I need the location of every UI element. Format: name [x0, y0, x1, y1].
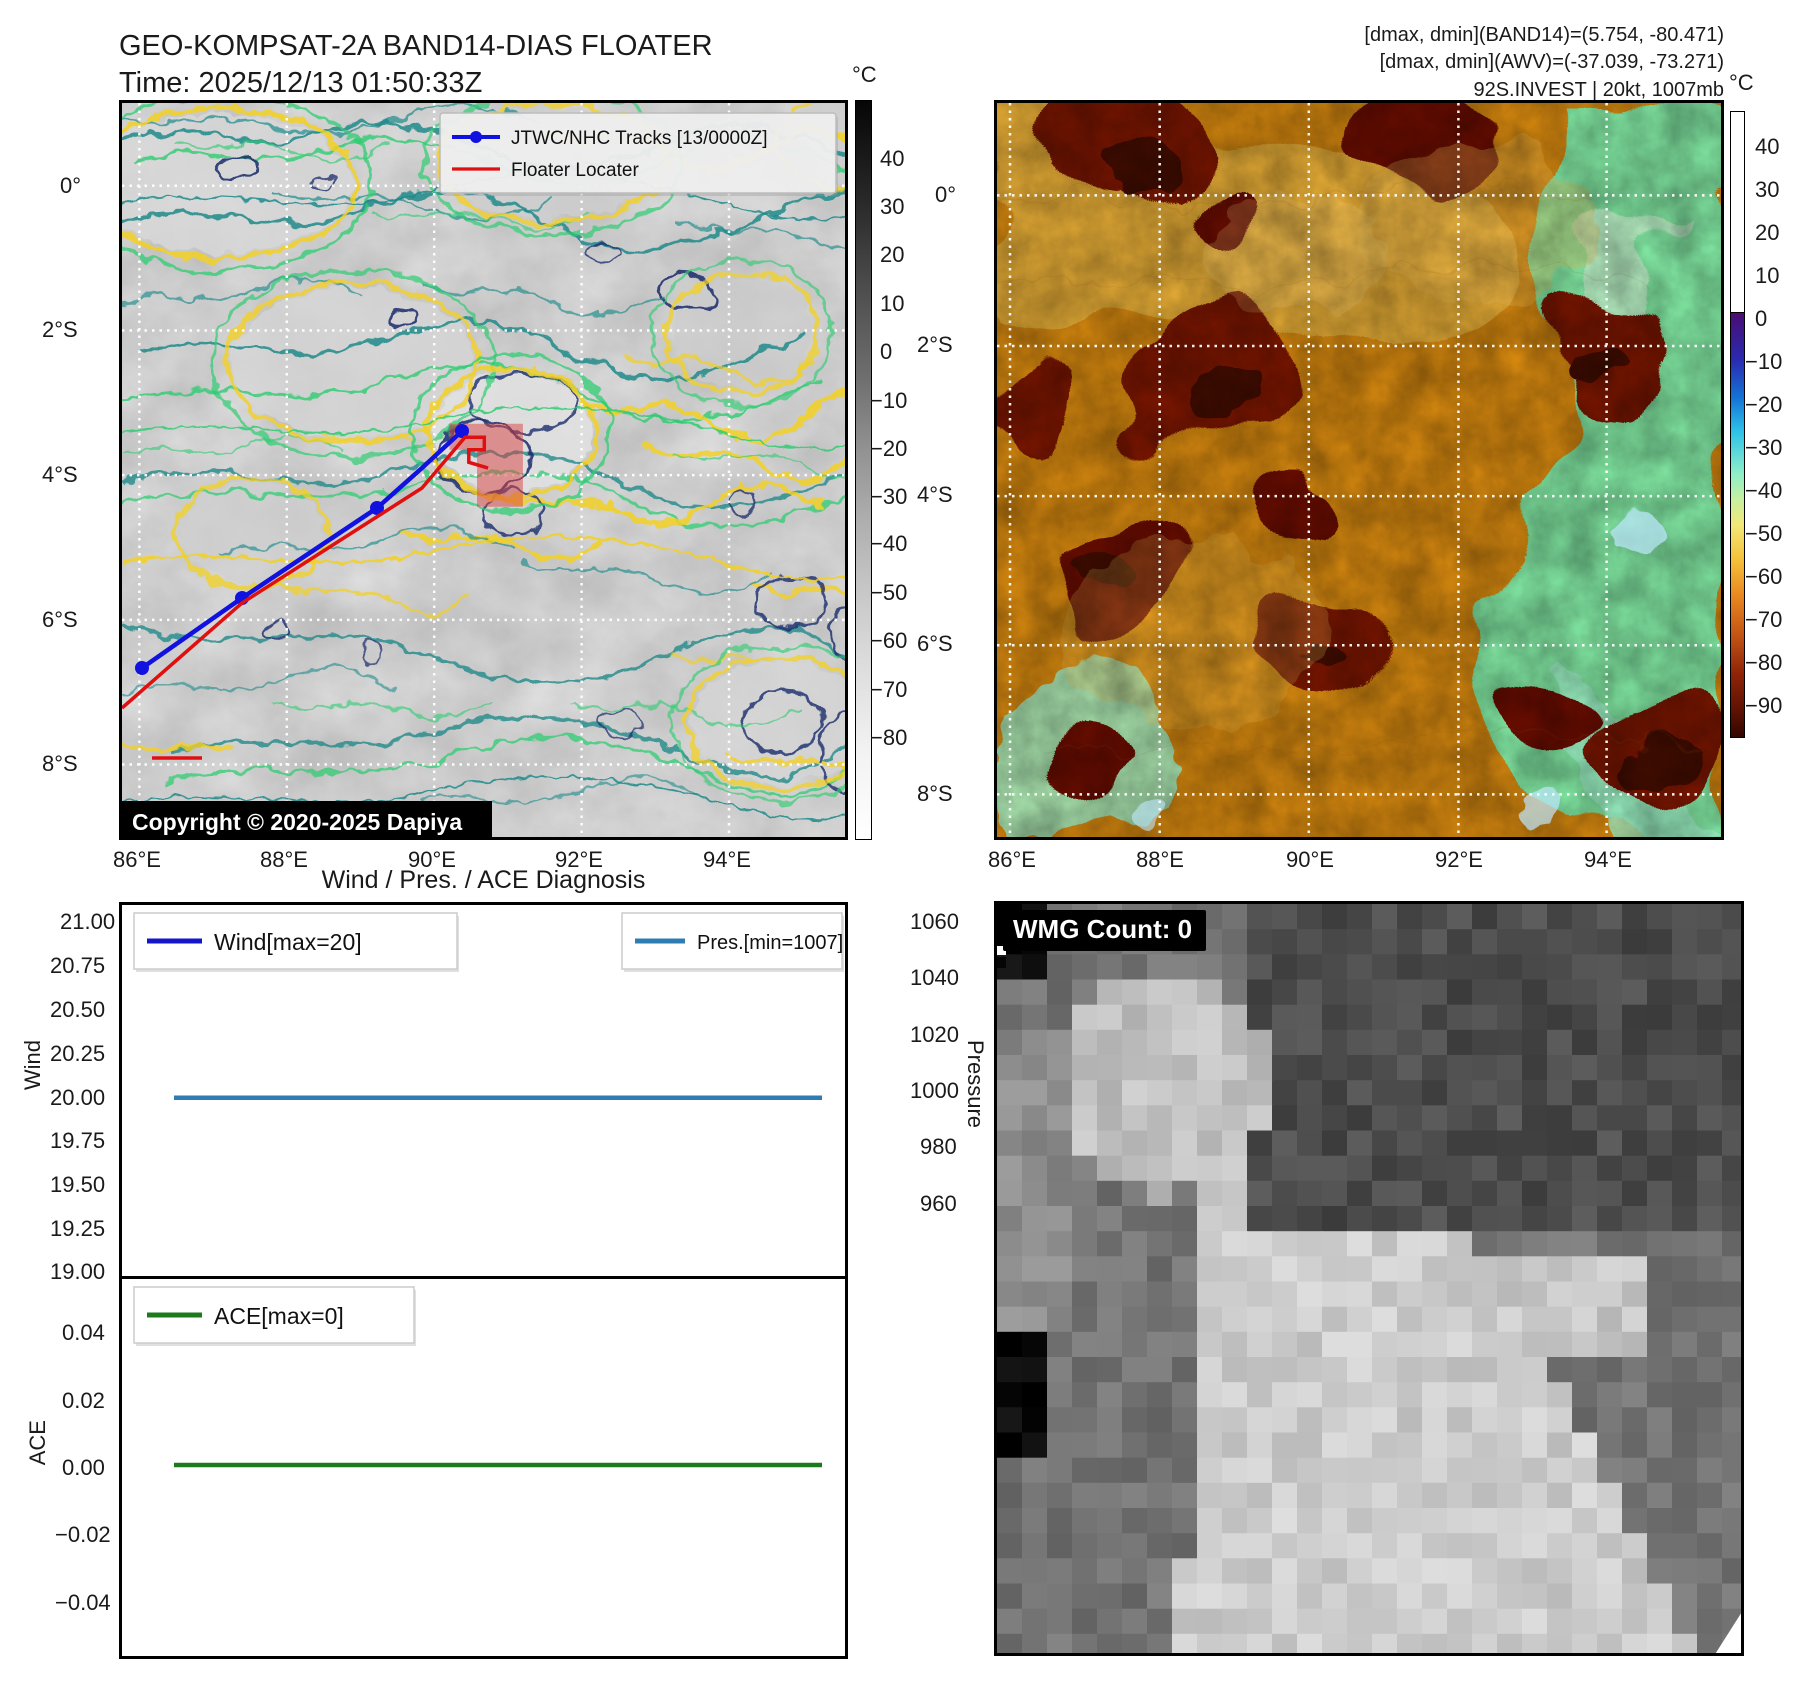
svg-text:Wind[max=20]: Wind[max=20]	[214, 929, 362, 955]
svg-text:JTWC/NHC Tracks [13/0000Z]: JTWC/NHC Tracks [13/0000Z]	[511, 128, 768, 149]
svg-text:Pres.[min=1007]: Pres.[min=1007]	[697, 932, 843, 954]
svg-text:Copyright © 2020-2025 Dapiya: Copyright © 2020-2025 Dapiya	[132, 809, 462, 835]
svg-text:Floater Locater: Floater Locater	[511, 160, 639, 181]
svg-text:ACE[max=0]: ACE[max=0]	[214, 1303, 344, 1329]
